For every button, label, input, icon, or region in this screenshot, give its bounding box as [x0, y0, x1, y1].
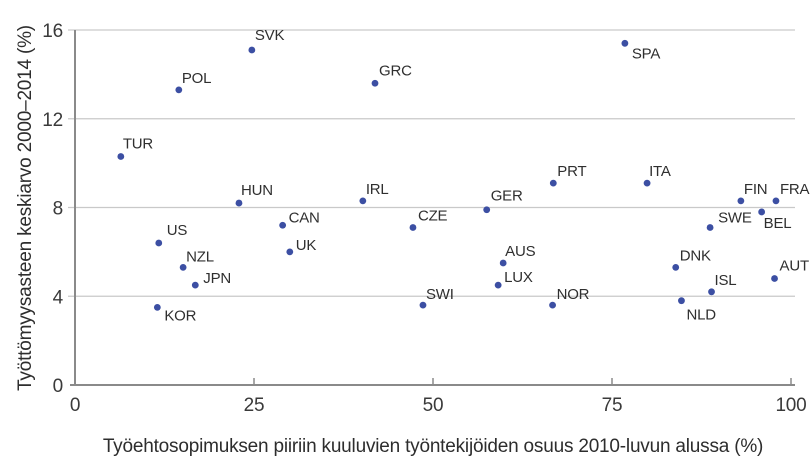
data-point-JPN: [191, 281, 199, 289]
point-label-CAN: CAN: [289, 209, 320, 226]
point-label-TUR: TUR: [123, 135, 154, 152]
point-label-SWE: SWE: [718, 209, 752, 226]
y-tick-label-8: 8: [53, 199, 63, 220]
data-point-AUT: [771, 275, 778, 282]
point-label-GRC: GRC: [379, 62, 412, 79]
point-label-ISL: ISL: [715, 272, 737, 289]
point-label-DNK: DNK: [680, 247, 711, 264]
data-point-TUR: [117, 153, 125, 160]
data-point-SWI: [419, 301, 427, 309]
axes-layer: [70, 30, 795, 386]
data-point-SVK: [248, 46, 256, 54]
y-tick-label-4: 4: [53, 287, 64, 308]
point-label-AUS: AUS: [505, 243, 535, 260]
point-label-AUT: AUT: [780, 258, 809, 275]
point-label-NOR: NOR: [557, 286, 590, 303]
data-point-SPA: [621, 39, 629, 47]
data-point-GER: [483, 206, 491, 214]
data-point-UK: [286, 248, 294, 256]
point-label-SVK: SVK: [255, 27, 285, 44]
data-point-ISL: [708, 288, 715, 296]
y-tick-label-12: 12: [42, 110, 63, 131]
point-label-NLD: NLD: [686, 307, 716, 324]
x-tick-label-0: 0: [70, 395, 80, 416]
point-label-FRA: FRA: [780, 181, 810, 198]
data-point-SWE: [706, 224, 714, 231]
data-point-FRA: [772, 197, 780, 205]
point-label-LUX: LUX: [504, 269, 533, 286]
data-point-ITA: [643, 179, 651, 187]
gridlines-layer: [68, 29, 795, 297]
point-label-NZL: NZL: [186, 248, 214, 265]
data-point-HUN: [235, 199, 243, 207]
y-tick-label-16: 16: [42, 21, 63, 42]
data-point-AUS: [499, 259, 507, 267]
y-tick-label-0: 0: [53, 376, 63, 397]
x-axis-title: Työehtosopimuksen piiriin kuuluvien työn…: [103, 436, 763, 457]
points-layer: TUR KOR US POL NZL JPN HUN SVK CAN UK IRL GRC CZE SWI…: [117, 27, 810, 324]
point-label-ITA: ITA: [649, 163, 671, 180]
data-point-GRC: [371, 79, 379, 87]
data-point-NLD: [678, 297, 685, 305]
ticks-layer: 0 25 50 75 100 0 4 8 12 16: [42, 21, 806, 416]
data-point-US: [155, 239, 163, 247]
data-point-POL: [175, 86, 183, 94]
data-point-IRL: [359, 197, 367, 205]
x-tick-label-100: 100: [775, 395, 806, 416]
point-label-POL: POL: [182, 70, 211, 87]
point-label-BEL: BEL: [764, 215, 792, 232]
data-point-CAN: [279, 221, 287, 229]
data-point-KOR: [153, 303, 161, 311]
data-point-PRT: [549, 179, 557, 187]
y-axis-title: Työttömyysasteen keskiarvo 2000–2014 (%): [15, 25, 36, 391]
x-tick-label-50: 50: [423, 395, 444, 416]
point-label-HUN: HUN: [241, 182, 273, 199]
x-tick-label-75: 75: [602, 395, 623, 416]
point-label-PRT: PRT: [557, 163, 586, 180]
point-label-US: US: [167, 222, 188, 239]
data-point-LUX: [494, 281, 502, 289]
point-label-JPN: JPN: [203, 270, 231, 287]
point-label-UK: UK: [296, 237, 317, 254]
data-point-NZL: [179, 264, 187, 271]
data-point-FIN: [737, 197, 745, 205]
data-point-CZE: [409, 224, 417, 231]
point-label-FIN: FIN: [744, 181, 768, 198]
point-label-KOR: KOR: [164, 307, 196, 324]
data-point-NOR: [549, 301, 556, 309]
point-label-GER: GER: [491, 188, 523, 205]
point-label-SWI: SWI: [426, 286, 454, 303]
point-label-IRL: IRL: [366, 181, 389, 198]
point-label-SPA: SPA: [632, 45, 660, 62]
x-tick-label-25: 25: [244, 395, 265, 416]
data-point-BEL: [758, 208, 766, 216]
data-point-DNK: [672, 264, 680, 271]
point-label-CZE: CZE: [418, 207, 448, 224]
